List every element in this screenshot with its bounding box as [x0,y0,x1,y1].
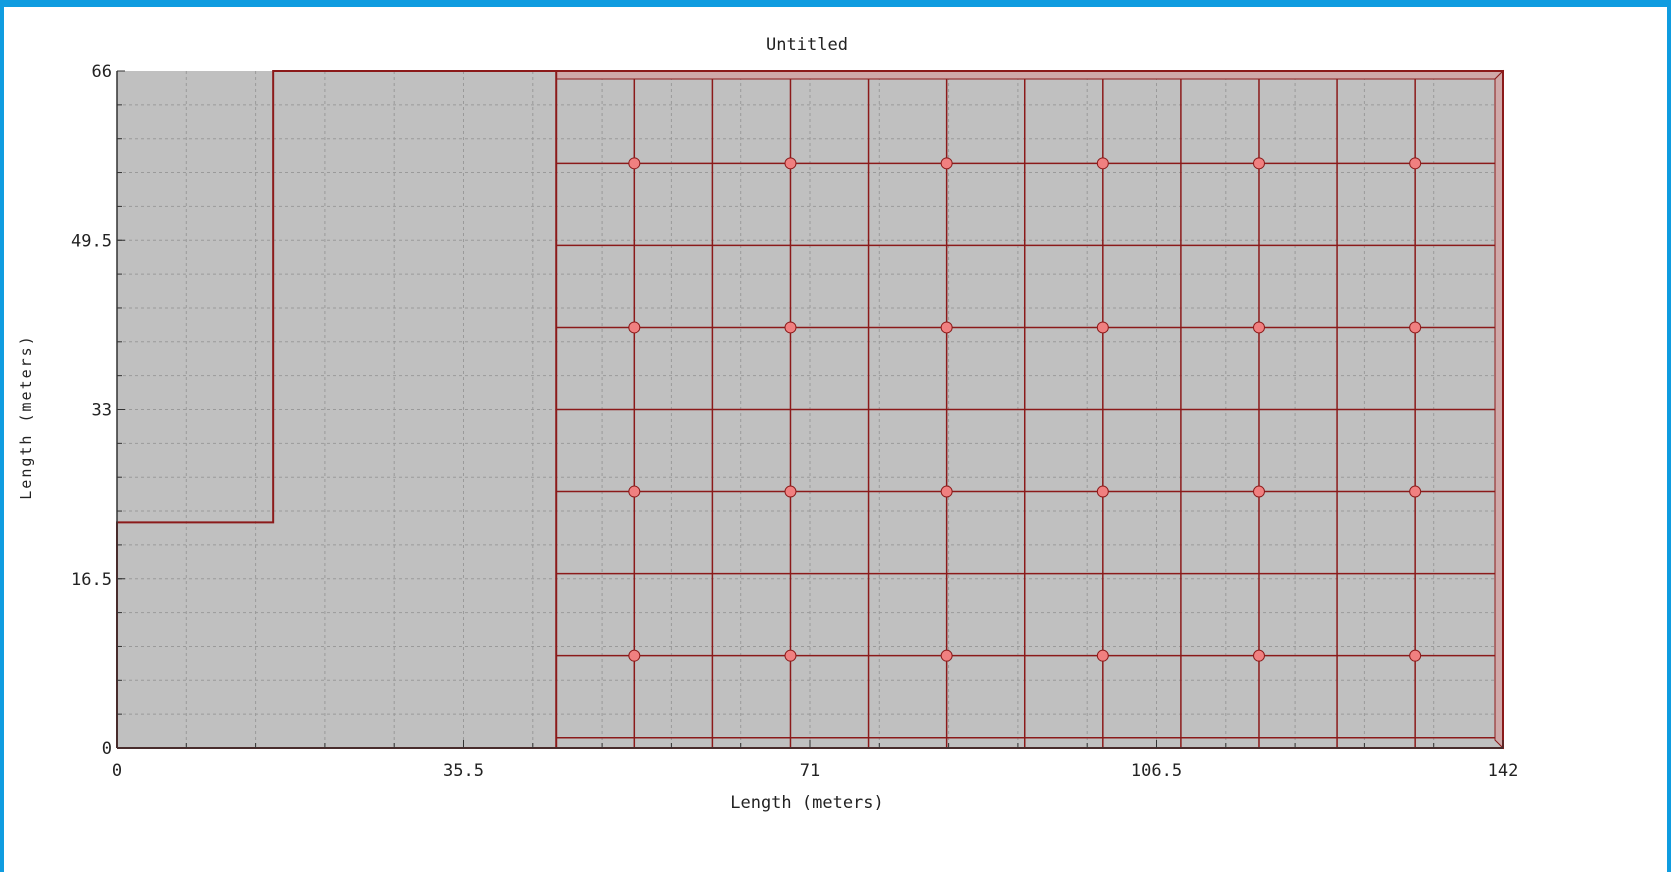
data-point [1252,649,1265,662]
data-point [1409,485,1422,498]
data-point [1409,649,1422,662]
data-point [1409,321,1422,334]
y-axis-label: Length (meters) [17,334,35,499]
chart-title: Untitled [766,35,848,55]
inner-region-bevel-right [1494,69,1504,750]
inner-region-bevel-top [555,70,1505,80]
y-tick-label: 66 [92,62,112,82]
data-point [784,321,797,334]
data-point [940,485,953,498]
data-point [628,485,641,498]
data-point [940,321,953,334]
data-point [784,157,797,170]
data-point [1096,157,1109,170]
x-tick-label: 35.5 [443,761,484,781]
data-point [1096,485,1109,498]
y-tick-label: 33 [92,401,112,421]
data-point [1252,157,1265,170]
x-tick-label: 142 [1488,761,1519,781]
data-point [784,485,797,498]
layout-shapes [116,69,1505,750]
data-point [1096,649,1109,662]
data-point [628,321,641,334]
data-point [1252,321,1265,334]
data-point [1096,321,1109,334]
axes: 0 35.5 71 106.5 142 0 16.5 33 49.5 66 [71,62,1518,781]
data-point [628,157,641,170]
x-axis-label: Length (meters) [730,793,884,813]
data-point [940,649,953,662]
y-tick-label: 16.5 [71,570,112,590]
y-tick-label: 0 [102,739,112,759]
data-point [628,649,641,662]
data-point [940,157,953,170]
data-point [784,649,797,662]
chart-svg: 0 35.5 71 106.5 142 0 16.5 33 49.5 66 Untitled Le… [17,35,1518,813]
data-point [1252,485,1265,498]
x-tick-label: 106.5 [1131,761,1182,781]
data-points [628,157,1422,662]
data-point [1409,157,1422,170]
x-tick-label: 71 [800,761,820,781]
x-tick-label: 0 [112,761,122,781]
y-tick-label: 49.5 [71,231,112,251]
